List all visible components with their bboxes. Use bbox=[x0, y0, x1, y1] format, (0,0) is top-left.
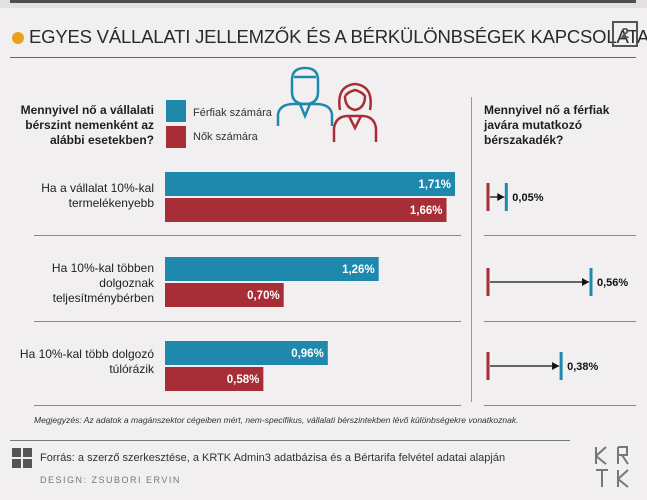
footer-divider bbox=[10, 440, 570, 441]
row-separator-1 bbox=[34, 235, 461, 236]
header-divider bbox=[10, 57, 636, 58]
bar-women-1 bbox=[165, 198, 447, 222]
gap-arrowhead-1 bbox=[497, 193, 505, 201]
category-label-2: Ha 10%-kal többen dolgoznak teljesítmény… bbox=[51, 261, 154, 305]
gap-label-1: 0,05% bbox=[512, 192, 543, 204]
bar-label-men-1: 1,71% bbox=[418, 179, 451, 191]
gap-label-2: 0,56% bbox=[597, 277, 628, 289]
bar-label-women-1: 1,66% bbox=[410, 205, 443, 217]
krtk-logo bbox=[595, 446, 629, 488]
man-icon bbox=[276, 66, 334, 126]
bar-women-2 bbox=[165, 283, 284, 307]
row-separator-2-right bbox=[484, 321, 636, 322]
legend-label-men: Férfiak számára bbox=[193, 107, 272, 119]
row-separator-1-right bbox=[484, 235, 636, 236]
question-left: Mennyivel nő a vállalati bérszint nemenk… bbox=[20, 103, 154, 147]
row-separator-3 bbox=[34, 405, 461, 406]
bar-label-women-2: 0,70% bbox=[247, 290, 280, 302]
chart-title: EGYES VÁLLALATI JELLEMZŐK ÉS A BÉRKÜLÖNB… bbox=[29, 26, 647, 47]
legend-swatch-women bbox=[166, 126, 186, 148]
bar-women-3 bbox=[165, 367, 264, 391]
bar-label-women-3: 0,58% bbox=[227, 374, 260, 386]
woman-icon bbox=[332, 82, 378, 142]
row-separator-3-right bbox=[484, 405, 636, 406]
bar-label-men-3: 0,96% bbox=[291, 348, 324, 360]
legend-label-women: Nők számára bbox=[193, 131, 258, 143]
source-text: Forrás: a szerző szerkesztése, a KRTK Ad… bbox=[40, 452, 506, 464]
gap-arrowhead-3 bbox=[552, 362, 560, 370]
top-bar-accent bbox=[10, 0, 636, 3]
page-number-badge: 2 bbox=[612, 21, 638, 47]
note-text: Megjegyzés: Az adatok a magánszektor cég… bbox=[34, 415, 519, 425]
gap-label-3: 0,38% bbox=[567, 361, 598, 373]
row-separator-2 bbox=[34, 321, 461, 322]
top-bar bbox=[0, 0, 647, 8]
question-right: Mennyivel nő a férfiak javára mutatkozó … bbox=[484, 103, 610, 147]
design-credit: DESIGN: ZSUBORI ERVIN bbox=[40, 475, 181, 485]
legend-swatch-men bbox=[166, 100, 186, 122]
bar-men-2 bbox=[165, 257, 379, 281]
bar-men-3 bbox=[165, 341, 328, 365]
category-label-1: Ha a vállalat 10%-kal termelékenyebb bbox=[41, 181, 154, 210]
vertical-divider bbox=[471, 97, 472, 402]
bar-label-men-2: 1,26% bbox=[342, 264, 375, 276]
bar-men-1 bbox=[165, 172, 455, 196]
page-number: 2 bbox=[620, 25, 630, 42]
gap-arrowhead-2 bbox=[582, 278, 589, 286]
category-label-3: Ha 10%-kal több dolgozó túlórázik bbox=[19, 347, 154, 376]
title-bullet bbox=[12, 32, 24, 44]
grid-icon bbox=[12, 448, 32, 468]
